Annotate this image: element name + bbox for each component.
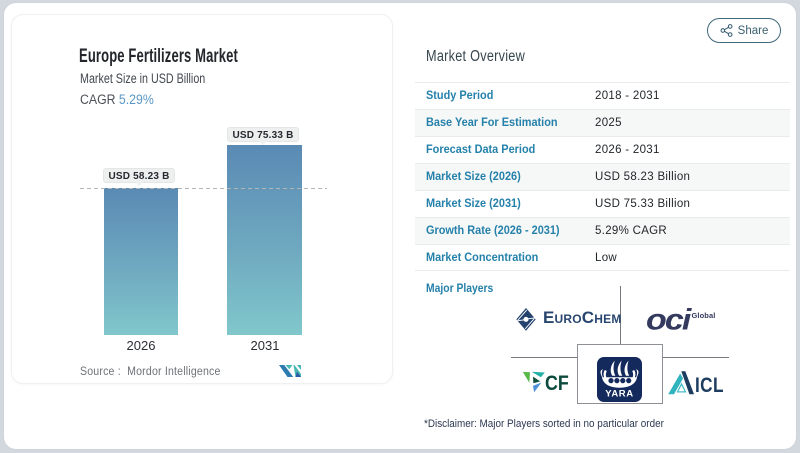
- svg-text:YARA: YARA: [605, 389, 633, 400]
